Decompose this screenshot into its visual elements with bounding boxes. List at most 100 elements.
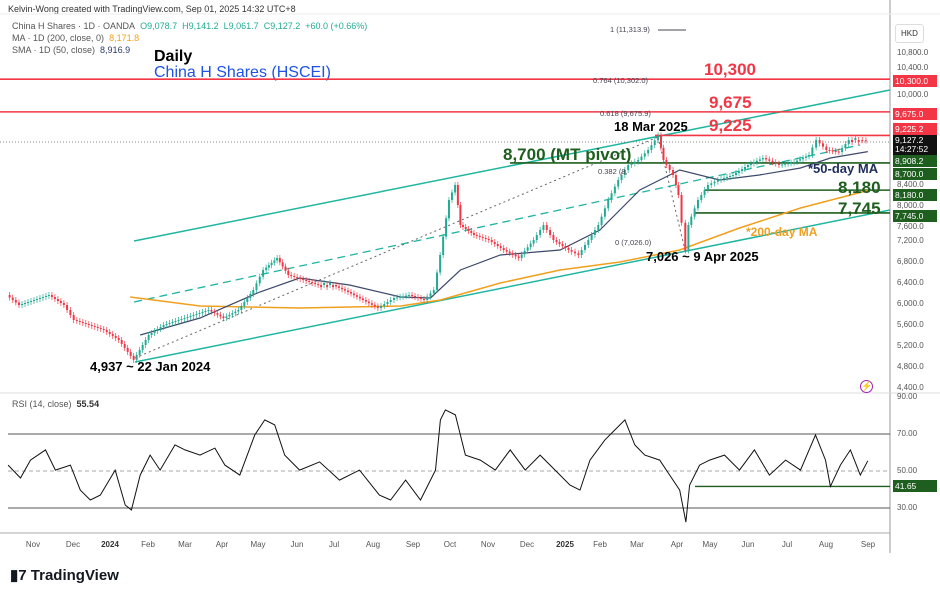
candle-body [17,302,20,306]
candle-body [790,162,793,164]
candle-body [549,229,552,236]
candle-body [138,349,141,355]
candle-body [732,175,735,177]
candle-body [364,299,367,302]
candle-body [723,177,726,179]
candle-body [847,139,850,145]
candle-body [14,300,17,303]
sma50-line [140,151,868,336]
sma-label: SMA · 1D (50, close) [12,45,96,55]
candle-body [174,320,177,322]
candle-body [700,194,703,200]
candle-body [496,244,499,247]
candle-body [24,303,27,305]
candle-body [432,289,435,294]
candle-body [265,267,268,271]
candle-body [590,235,593,241]
candle-body [317,284,320,286]
candle-body [647,149,650,154]
candle-body [831,150,834,152]
candle-body [729,175,732,177]
price-chart[interactable] [0,0,940,560]
candle-body [408,295,411,297]
candle-body [706,185,709,190]
candle-body [90,325,93,327]
candle-body [335,285,338,287]
candle-body [237,309,240,312]
candle-body [815,139,818,148]
candle-body [414,296,417,298]
candle-body [192,315,195,317]
open-value: O9,078.7 [140,21,178,31]
candle-body [72,314,75,320]
candle-body [617,179,620,187]
candle-body [687,224,690,251]
ma-value: 8,171.8 [109,33,140,43]
candle-body [665,159,668,165]
candle-body [539,229,542,236]
candle-body [44,296,47,298]
candle-body [802,157,805,160]
candle-body [56,299,59,302]
sma-legend[interactable]: SMA · 1D (50, close) 8,916.9 [12,44,367,56]
candle-body [30,300,33,303]
candle-body [650,145,653,150]
candle-body [564,246,567,249]
candle-body [851,139,854,143]
candle-body [343,289,346,291]
candle-body [287,270,290,276]
candle-body [132,355,135,360]
candle-body [114,335,117,338]
rsi-line [7,409,869,523]
candle-body [373,304,376,307]
candle-body [464,226,467,229]
candle-body [84,323,87,325]
tradingview-logo[interactable]: ▮7 TradingView [10,566,119,584]
candle-body [456,185,459,205]
candle-body [352,293,355,296]
candle-body [529,243,532,248]
candle-body [567,248,570,251]
candle-body [284,266,287,271]
ma-legend[interactable]: MA · 1D (200, close, 0) 8,171.8 [12,32,367,44]
candle-body [392,298,395,301]
candle-body [11,297,14,301]
candle-body [144,339,147,345]
candle-body [305,279,308,282]
candle-body [793,162,796,164]
candle-body [386,302,389,305]
candle-body [332,285,335,288]
candle-body [680,194,683,223]
candle-body [402,296,405,298]
candle-body [99,327,102,329]
candle-body [171,321,174,324]
candle-body [262,270,265,277]
candle-body [787,163,790,165]
candle-body [108,331,111,334]
candle-body [168,323,171,325]
candle-body [411,295,414,297]
sma-value: 8,916.9 [100,45,131,55]
candle-body [338,286,341,288]
period-title: Daily [154,48,193,65]
candle-body [255,283,258,290]
candle-body [478,235,481,237]
candle-body [426,296,429,300]
candle-body [580,249,583,255]
candle-body [234,311,237,314]
candle-body [341,287,344,290]
candle-body [653,140,656,146]
candle-body [526,247,529,251]
candle-body [420,298,423,300]
tv-logo-icon: ▮7 [10,567,27,584]
candle-body [693,208,696,217]
candle-body [749,163,752,166]
candle-body [761,157,764,160]
candle-body [102,328,105,330]
candle-body [383,304,386,307]
candle-body [532,240,535,244]
instrument-title: China H Shares (HSCEI) [154,64,331,81]
rsi-legend[interactable]: RSI (14, close) 55.54 [12,399,99,409]
candle-body [445,218,448,237]
symbol-legend[interactable]: China H Shares · 1D · OANDA O9,078.7 H9,… [12,20,367,32]
